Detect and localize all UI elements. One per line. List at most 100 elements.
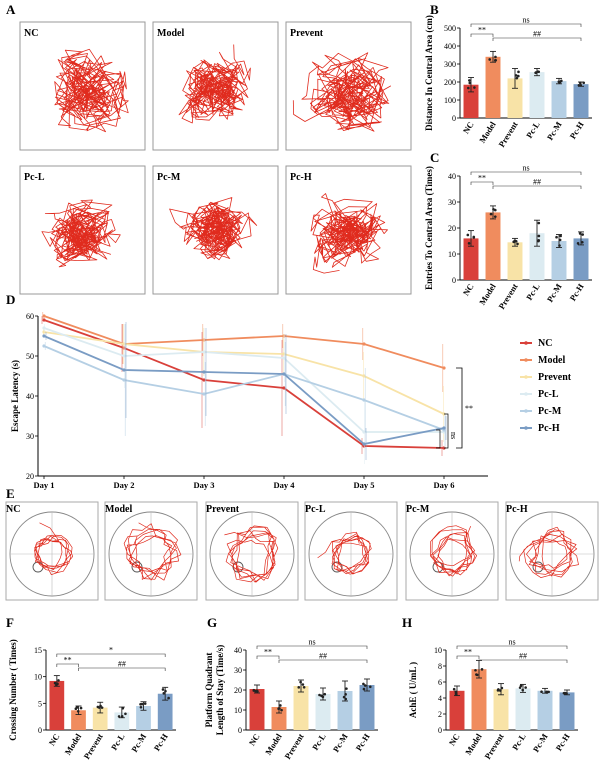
maze-title: Model <box>105 504 132 515</box>
legend-label: Pc-M <box>538 406 562 417</box>
sig-bracket-ns <box>470 171 582 175</box>
legend-marker <box>524 375 528 379</box>
series-prevent <box>42 324 446 442</box>
category-label: Model <box>263 731 284 756</box>
data-point <box>323 692 327 696</box>
sig-bracket-double-star-label: ** <box>64 656 72 665</box>
open-field-track-path <box>178 44 251 124</box>
data-point <box>489 212 493 216</box>
data-point <box>488 58 492 61</box>
y-tick-label: 10 <box>448 250 456 259</box>
data-point <box>513 239 517 243</box>
y-axis-title: Distance In Central Area (cm) <box>424 15 434 131</box>
data-point <box>140 702 144 706</box>
y-axis-title: Escape Latency (s) <box>10 360 20 432</box>
series-point <box>42 326 46 330</box>
data-point <box>98 706 101 709</box>
data-point <box>454 692 458 696</box>
data-point <box>558 80 562 84</box>
data-point <box>564 692 568 695</box>
data-point <box>576 242 580 245</box>
data-point <box>143 702 147 705</box>
sig-bracket-model <box>456 367 463 449</box>
category-label: Prevent <box>81 732 104 761</box>
bar-pc-l <box>515 688 531 730</box>
sig-bracket-ns <box>470 23 582 27</box>
data-point <box>514 74 518 77</box>
series-point <box>42 318 46 322</box>
data-point <box>345 687 348 690</box>
data-point <box>362 687 366 691</box>
series-point <box>362 442 366 446</box>
category-label: Pc-L <box>524 281 542 301</box>
data-point <box>342 695 346 699</box>
bar-pc-h <box>573 238 589 280</box>
y-tick-label: 10 <box>34 673 42 682</box>
x-tick-label: Day 3 <box>193 480 214 490</box>
series-point <box>282 334 286 338</box>
category-label: Prevent <box>282 732 305 761</box>
sig-bracket-ns-label: ns <box>522 164 529 173</box>
panel-label-a: A <box>6 2 16 17</box>
category-label: Pc-H <box>567 281 585 302</box>
data-point <box>121 706 125 710</box>
panel-label-d: D <box>6 292 15 307</box>
series-line-model <box>43 315 445 369</box>
y-tick-label: 40 <box>234 646 242 655</box>
data-point <box>493 215 497 218</box>
open-field-pc-m: Pc-M <box>152 165 279 295</box>
y-tick-label: 40 <box>26 392 34 401</box>
bar-model <box>71 710 86 730</box>
category-label: Pc-H <box>567 119 585 140</box>
data-point <box>320 694 323 698</box>
bar-pc-h <box>573 84 589 118</box>
data-point <box>301 683 305 686</box>
sig-bracket-ns <box>456 645 568 649</box>
data-point <box>280 708 283 712</box>
track-title: Pc-M <box>157 172 181 183</box>
data-point <box>76 709 80 713</box>
sig-bracket-ns-label: ns <box>308 638 315 647</box>
data-point <box>297 686 301 689</box>
legend-label: NC <box>538 338 552 349</box>
open-field-path-layer <box>41 44 391 274</box>
data-point <box>318 693 321 697</box>
category-label: Pc-M <box>545 120 564 142</box>
data-point <box>499 689 502 692</box>
series-point <box>282 372 286 376</box>
track-title: Pc-H <box>290 172 312 183</box>
series-point <box>202 370 206 374</box>
y-tick-label: 30 <box>234 666 242 675</box>
series-line-pc-m <box>43 345 445 431</box>
water-maze-path-layer <box>9 511 595 597</box>
legend-label: Model <box>538 355 565 366</box>
sig-bracket-ns-2 <box>444 413 449 449</box>
panel-label-c: C <box>430 150 439 165</box>
data-point <box>302 686 306 689</box>
x-tick-label: Day 5 <box>353 480 374 490</box>
legend-marker <box>524 358 528 362</box>
swim-path <box>518 526 579 578</box>
sig-bracket-ns <box>256 645 368 649</box>
bar-prevent <box>507 78 523 118</box>
data-point <box>454 690 458 694</box>
y-tick-label: 30 <box>448 198 456 207</box>
y-tick-label: 5 <box>38 699 42 708</box>
series-point <box>362 430 366 434</box>
data-point <box>344 697 348 701</box>
bar-prevent <box>293 686 309 730</box>
category-label: NC <box>461 282 476 298</box>
series-pc-h <box>42 322 447 460</box>
sig-bracket-hash-label: ## <box>319 652 327 661</box>
data-point <box>516 242 519 246</box>
swim-path <box>317 531 372 575</box>
bar-pc-m <box>136 706 151 730</box>
data-point <box>363 684 367 687</box>
category-label: Pc-L <box>310 731 328 751</box>
data-point <box>472 235 476 239</box>
category-label: Model <box>62 731 83 756</box>
platform-marker <box>331 561 343 573</box>
data-point <box>278 707 281 710</box>
